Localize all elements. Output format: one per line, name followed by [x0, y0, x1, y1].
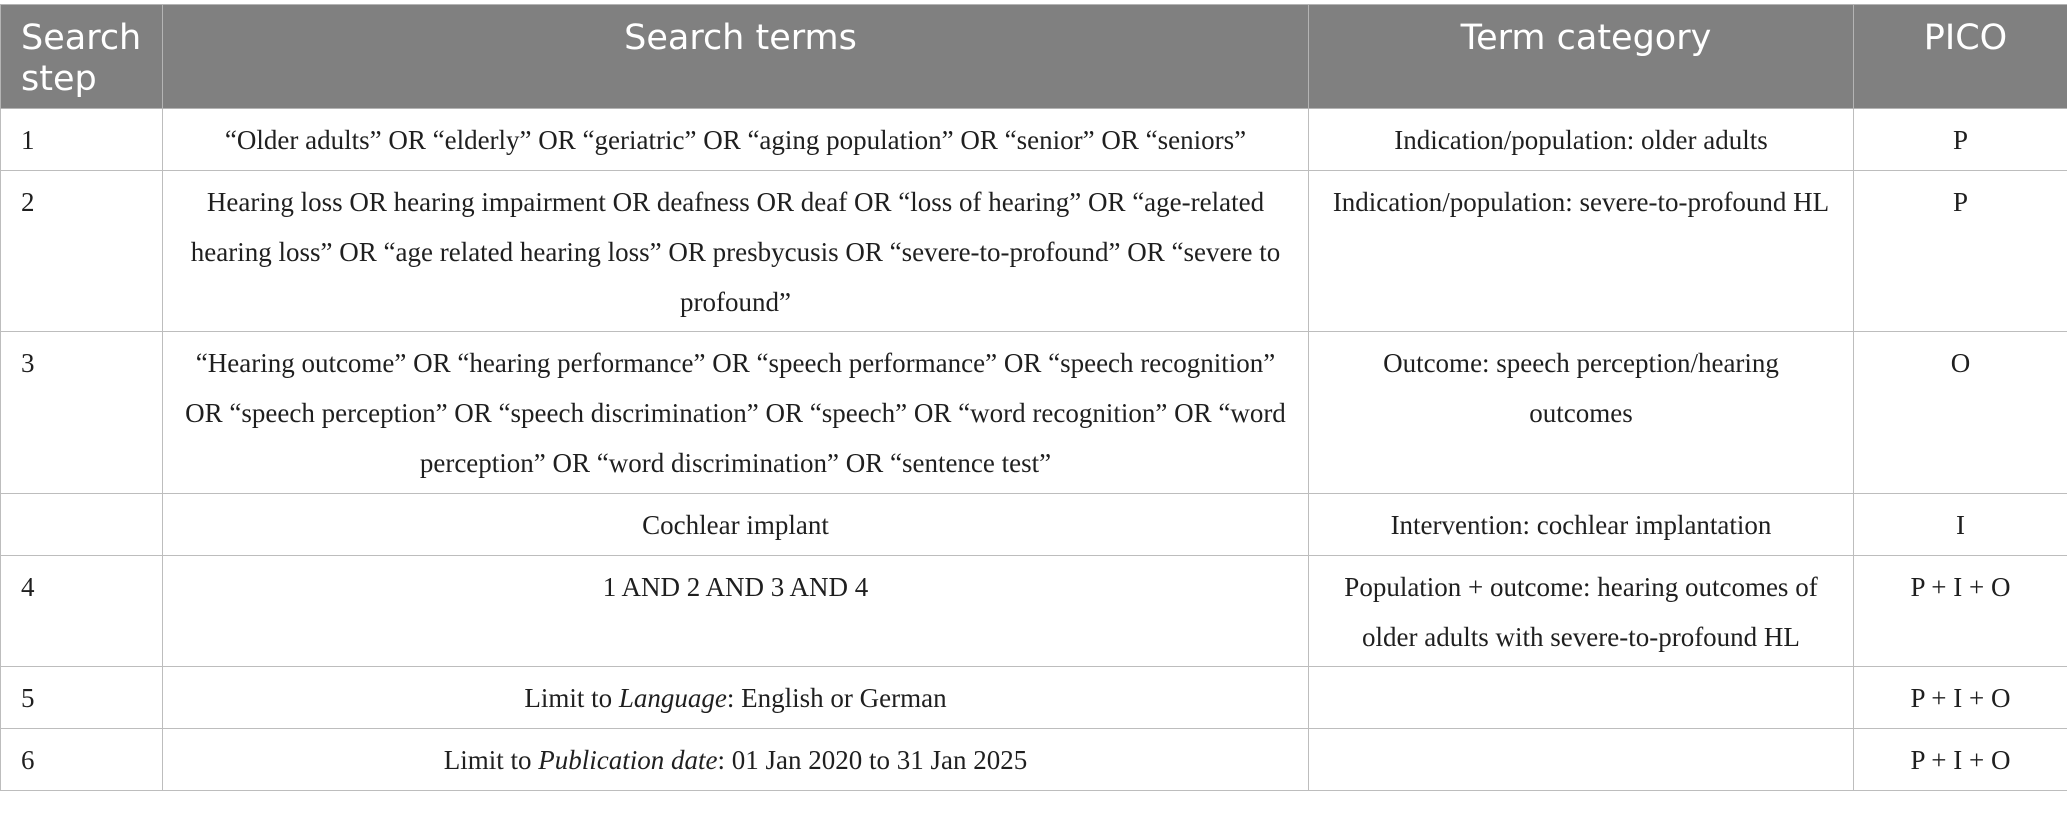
pico-cell: P + I + O	[1853, 666, 2067, 729]
search-strategy-table: Search step Search terms Term category P…	[0, 4, 2067, 791]
search-terms-cell: Limit to Publication date: 01 Jan 2020 t…	[162, 728, 1309, 791]
terms-italic: Language	[618, 683, 727, 713]
header-search-step: Search step	[0, 4, 163, 109]
term-category-cell: Indication/population: older adults	[1308, 108, 1854, 171]
term-category-cell: Outcome: speech perception/hearing outco…	[1308, 331, 1854, 494]
search-terms-cell: “Hearing outcome” OR “hearing performanc…	[162, 331, 1309, 494]
search-terms-cell: Cochlear implant	[162, 493, 1309, 556]
table-row: 4 1 AND 2 AND 3 AND 4 Population + outco…	[0, 555, 2067, 667]
step-cell: 1	[0, 108, 163, 171]
step-cell: 3	[0, 331, 163, 494]
term-category-cell	[1308, 728, 1854, 791]
header-pico: PICO	[1853, 4, 2067, 109]
header-search-terms: Search terms	[162, 4, 1309, 109]
table-row: Cochlear implant Intervention: cochlear …	[0, 493, 2067, 556]
search-terms-cell: “Older adults” OR “elderly” OR “geriatri…	[162, 108, 1309, 171]
header-term-category: Term category	[1308, 4, 1854, 109]
table-row: 5 Limit to Language: English or German P…	[0, 666, 2067, 729]
terms-prefix: Limit to	[443, 745, 539, 775]
step-cell	[0, 493, 163, 556]
terms-suffix: : English or German	[726, 683, 947, 713]
table-header: Search step Search terms Term category P…	[0, 4, 2067, 109]
pico-cell: P	[1853, 170, 2067, 332]
table-row: 3 “Hearing outcome” OR “hearing performa…	[0, 331, 2067, 494]
search-terms-cell: Hearing loss OR hearing impairment OR de…	[162, 170, 1309, 332]
search-terms-cell: 1 AND 2 AND 3 AND 4	[162, 555, 1309, 667]
pico-cell: I	[1853, 493, 2067, 556]
header-row: Search step Search terms Term category P…	[0, 4, 2067, 109]
search-terms-cell: Limit to Language: English or German	[162, 666, 1309, 729]
pico-cell: P + I + O	[1853, 728, 2067, 791]
term-category-cell: Population + outcome: hearing outcomes o…	[1308, 555, 1854, 667]
term-category-cell	[1308, 666, 1854, 729]
term-category-cell: Indication/population: severe-to-profoun…	[1308, 170, 1854, 332]
terms-italic: Publication date	[538, 745, 718, 775]
terms-prefix: Limit to	[524, 683, 619, 713]
pico-cell: O	[1853, 331, 2067, 494]
term-category-cell: Intervention: cochlear implantation	[1308, 493, 1854, 556]
terms-suffix: : 01 Jan 2020 to 31 Jan 2025	[717, 745, 1028, 775]
step-cell: 5	[0, 666, 163, 729]
pico-cell: P	[1853, 108, 2067, 171]
table-row: 2 Hearing loss OR hearing impairment OR …	[0, 170, 2067, 332]
table-row: 6 Limit to Publication date: 01 Jan 2020…	[0, 728, 2067, 791]
table-row: 1 “Older adults” OR “elderly” OR “geriat…	[0, 108, 2067, 171]
table-body: 1 “Older adults” OR “elderly” OR “geriat…	[0, 108, 2067, 791]
step-cell: 6	[0, 728, 163, 791]
step-cell: 2	[0, 170, 163, 332]
pico-cell: P + I + O	[1853, 555, 2067, 667]
step-cell: 4	[0, 555, 163, 667]
